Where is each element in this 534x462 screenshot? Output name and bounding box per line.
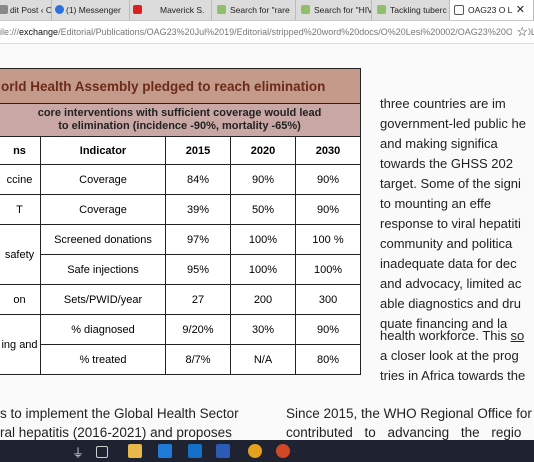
tab[interactable]: (1) Messenger	[52, 0, 130, 20]
text-line: a closer look at the prog	[380, 348, 519, 363]
tab-label: (1) Messenger	[66, 5, 121, 15]
edge-icon[interactable]	[158, 444, 172, 458]
text-line: health workforce. This so	[380, 328, 524, 343]
link[interactable]: so	[510, 328, 525, 343]
cell: 90%	[294, 194, 362, 225]
cell: T	[0, 194, 41, 225]
text-line: Since 2015, the WHO Regional Office for …	[286, 406, 534, 421]
table-title: orld Health Assembly pledged to reach el…	[0, 68, 362, 104]
cell: 97%	[165, 224, 231, 255]
cell: 100%	[294, 254, 362, 285]
active-tab[interactable]: OAG23 O L ✕	[450, 0, 534, 20]
outlook-icon[interactable]	[188, 444, 202, 458]
cell: % treated	[40, 344, 166, 375]
cell: % diagnosed	[40, 314, 166, 345]
tab-label: Tackling tuberc	[390, 5, 447, 15]
tab-label: dit Post ‹ Oper	[10, 5, 52, 15]
text-line: and advocacy, limited ac	[380, 276, 522, 291]
text-line: quate financing and la	[380, 316, 508, 331]
cell: Coverage	[40, 164, 166, 195]
pdf-view: orld Health Assembly pledged to reach el…	[0, 44, 534, 440]
url-prefix: ile:///	[0, 27, 20, 37]
text-line: contributed to advancing the regio	[286, 425, 522, 440]
url-path: /Editorial/Publications/OAG23%20Jul%2019…	[58, 27, 534, 37]
cell: 95%	[165, 254, 231, 285]
cell: 100%	[230, 254, 296, 285]
subtitle-line: to elimination (incidence -90%, mortalit…	[58, 120, 301, 132]
header-cell: 2030	[294, 136, 362, 165]
table-subtitle: core interventions with sufficient cover…	[0, 103, 362, 137]
cell: 8/7%	[165, 344, 231, 375]
cell: 80%	[294, 344, 362, 375]
cell: 300	[294, 284, 362, 315]
cell: Screened donations	[40, 224, 166, 255]
header-cell: ns	[0, 136, 41, 165]
tab-label: Search for "rare	[230, 5, 290, 15]
cell: 84%	[165, 164, 231, 195]
tab-label: Maverick S.	[160, 5, 205, 15]
header-cell: 2020	[230, 136, 296, 165]
tab-bar: dit Post ‹ Oper (1) Messenger Maverick S…	[0, 0, 534, 21]
cell: 39%	[165, 194, 231, 225]
text-line: and making significa	[380, 136, 498, 151]
header-cell: 2015	[165, 136, 231, 165]
cell: Safe injections	[40, 254, 166, 285]
text-line: community and politica	[380, 236, 513, 251]
cell: 90%	[294, 164, 362, 195]
mic-icon[interactable]: ⏚	[72, 446, 85, 460]
text-line: to mounting an effe	[380, 196, 492, 211]
text-line: towards the GHSS 202	[380, 156, 513, 171]
data-table: orld Health Assembly pledged to reach el…	[0, 68, 362, 375]
taskbar: ⏚	[0, 440, 534, 462]
tab[interactable]: dit Post ‹ Oper	[0, 0, 52, 20]
header-cell: Indicator	[40, 136, 166, 165]
url-host: exchange	[19, 27, 59, 37]
cell: on	[0, 284, 41, 315]
star-icon[interactable]: ☆	[512, 21, 528, 43]
cell: Coverage	[40, 194, 166, 225]
text-line: government-led public he	[380, 116, 526, 131]
text-line: able diagnostics and dru	[380, 296, 521, 311]
cell: Sets/PWID/year	[40, 284, 166, 315]
close-icon[interactable]: ✕	[515, 4, 525, 16]
cell: 100%	[230, 224, 296, 255]
text: health workforce. This	[380, 328, 511, 343]
text-line: response to viral hepatiti	[380, 216, 521, 231]
text-line: ral hepatitis (2016-2021) and proposes	[0, 425, 232, 440]
cell: 200	[230, 284, 296, 315]
cell: ing and	[0, 314, 41, 375]
ppt-icon[interactable]	[276, 444, 290, 458]
taskview-icon[interactable]	[96, 446, 108, 458]
cell: 100 %	[294, 224, 362, 255]
word-icon[interactable]	[216, 444, 230, 458]
cell: 50%	[230, 194, 296, 225]
text-line: s to implement the Global Health Sector	[0, 406, 239, 421]
tab-label: Search for "HIV	[314, 5, 372, 15]
cell: safety	[0, 224, 41, 285]
text-line: three countries are im	[380, 96, 506, 111]
tab-label: OAG23 O L	[468, 5, 513, 15]
tab[interactable]: Search for "HIV	[296, 0, 372, 20]
text-line: tries in Africa towards the	[380, 368, 526, 383]
subtitle-line: core interventions with sufficient cover…	[37, 107, 322, 119]
chrome-icon[interactable]	[248, 444, 262, 458]
cell: 27	[165, 284, 231, 315]
text-line: target. Some of the signi	[380, 176, 521, 191]
tab[interactable]: Search for "rare	[212, 0, 296, 20]
cell: 90%	[230, 164, 296, 195]
cell: 9/20%	[165, 314, 231, 345]
cell: N/A	[230, 344, 296, 375]
cell: 90%	[294, 314, 362, 345]
cell: 30%	[230, 314, 296, 345]
text-line: inadequate data for dec	[380, 256, 517, 271]
explorer-icon[interactable]	[128, 444, 142, 458]
address-bar[interactable]: ile:///exchange/Editorial/Publications/O…	[0, 21, 534, 44]
tab[interactable]: Tackling tuberc	[372, 0, 450, 20]
tab[interactable]: Maverick S.	[130, 0, 212, 20]
cell: ccine	[0, 164, 41, 195]
